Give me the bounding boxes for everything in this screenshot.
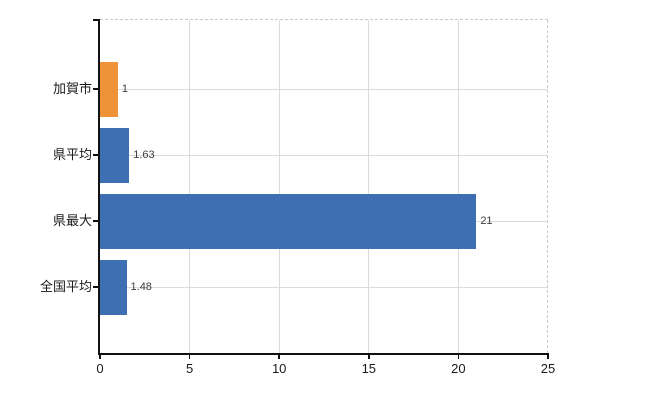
x-axis-tick [278, 355, 280, 359]
x-tick-label: 5 [185, 361, 194, 376]
x-tick-label: 20 [451, 361, 466, 376]
x-gridline [278, 20, 280, 353]
bar-value-label: 1.48 [130, 280, 152, 293]
bar [100, 61, 118, 117]
plot-border-top [100, 19, 548, 20]
x-axis-tick [188, 355, 191, 359]
bar [100, 259, 127, 315]
plot-border-right [547, 20, 548, 353]
bar-value-label: 1.63 [133, 148, 155, 161]
bar-value-label: 21 [480, 214, 493, 227]
category-label: 全国平均 [39, 279, 92, 294]
x-gridline [189, 20, 191, 353]
y-axis-tick [93, 154, 99, 156]
bar-value-label: 1 [121, 82, 129, 95]
category-label: 県最大 [52, 213, 92, 228]
y-axis-tick [93, 220, 99, 222]
x-tick-label: 10 [271, 361, 287, 376]
x-axis-tick [368, 355, 370, 359]
y-gridline [100, 88, 548, 90]
x-tick-label: 0 [96, 361, 104, 376]
x-axis-tick [457, 355, 460, 359]
x-tick-label: 15 [361, 361, 377, 376]
y-gridline [100, 154, 548, 156]
bar [100, 127, 130, 183]
x-axis-tick [547, 355, 549, 359]
category-label: 県平均 [52, 147, 92, 162]
x-gridline [457, 20, 459, 353]
y-axis-line [98, 19, 100, 355]
y-axis-tick [93, 88, 99, 90]
y-axis-top-tick [93, 19, 99, 21]
bar [100, 193, 477, 249]
x-gridline [368, 20, 370, 353]
x-axis-tick [99, 355, 101, 359]
x-tick-label: 25 [540, 361, 556, 376]
x-axis-line [98, 353, 549, 355]
category-label: 加賀市 [52, 81, 92, 96]
y-gridline [100, 286, 548, 288]
y-axis-tick [93, 286, 99, 288]
